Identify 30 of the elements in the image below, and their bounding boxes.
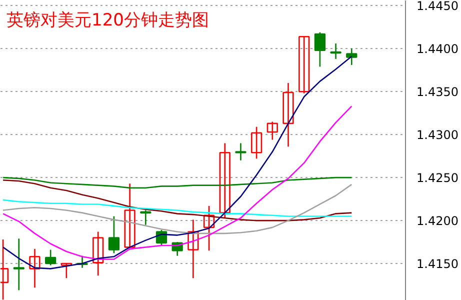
line-series [2, 199, 352, 217]
candlestick [330, 42, 342, 60]
candlestick [124, 182, 136, 249]
candlestick [108, 216, 120, 254]
candlestick [314, 32, 326, 68]
candlestick [250, 126, 262, 160]
candlestick [60, 262, 72, 279]
candlestick [298, 36, 310, 94]
candlestick [266, 121, 278, 140]
y-tick-label: 1.4300 [416, 128, 458, 142]
candlestick [235, 142, 246, 162]
line-series [2, 106, 352, 260]
y-tick-label: 1.4250 [416, 171, 458, 186]
candlestick [45, 249, 56, 266]
text: 英镑对美元120分钟走势图 [6, 10, 209, 30]
candlestick [346, 48, 358, 66]
y-tick-label: 1.4400 [416, 42, 458, 56]
candlestick [13, 238, 24, 291]
line-series [2, 176, 352, 189]
y-tick-label: 1.4150 [416, 257, 458, 272]
candlestick [29, 248, 40, 288]
candlestick [92, 231, 104, 276]
candlestick [203, 205, 215, 252]
candlestick [282, 82, 294, 148]
y-tick-label: 1.4450 [416, 0, 458, 14]
y-tick-label: 1.4200 [416, 214, 458, 228]
candlestick [188, 219, 199, 279]
candlestick [219, 142, 230, 219]
y-tick-label: 1.4350 [416, 85, 458, 100]
candlestick [140, 210, 152, 226]
